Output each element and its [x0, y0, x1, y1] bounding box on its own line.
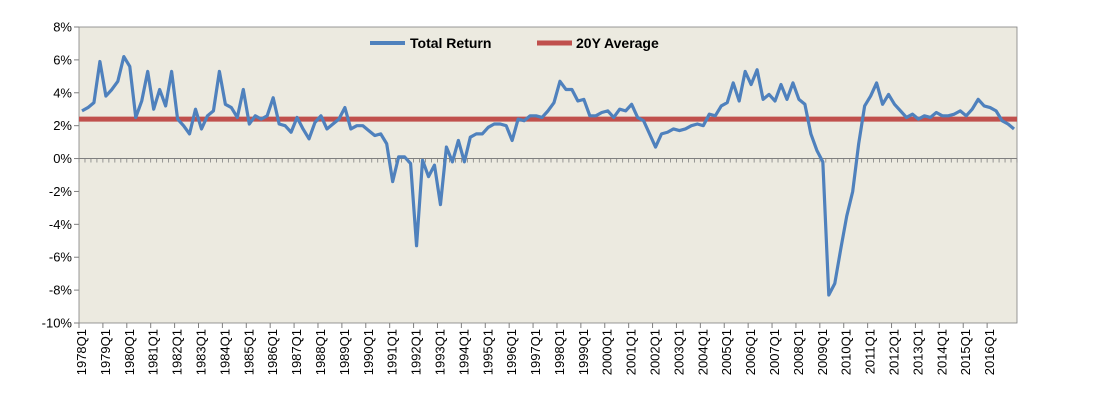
x-tick-label: 2015Q1: [958, 329, 973, 375]
y-tick-label: 0%: [53, 151, 72, 166]
x-tick-label: 1991Q1: [385, 329, 400, 375]
x-tick-label: 2000Q1: [600, 329, 615, 375]
y-tick-label: -10%: [42, 316, 73, 331]
y-tick-label: -4%: [49, 217, 73, 232]
x-tick-label: 1988Q1: [313, 329, 328, 375]
legend-label-20y-average: 20Y Average: [576, 35, 659, 51]
x-tick-label: 1987Q1: [289, 329, 304, 375]
y-tick-label: -2%: [49, 184, 73, 199]
x-tick-label: 2006Q1: [743, 329, 758, 375]
x-tick-label: 1994Q1: [456, 329, 471, 375]
y-tick-label: 4%: [53, 85, 72, 100]
x-tick-label: 2009Q1: [815, 329, 830, 375]
x-tick-label: 2013Q1: [910, 329, 925, 375]
x-tick-label: 1985Q1: [241, 329, 256, 375]
x-tick-label: 2003Q1: [671, 329, 686, 375]
x-tick-label: 2010Q1: [839, 329, 854, 375]
legend: Total Return 20Y Average: [370, 35, 659, 51]
x-tick-label: 1980Q1: [122, 329, 137, 375]
x-tick-label: 2012Q1: [887, 329, 902, 375]
x-tick-label: 1993Q1: [432, 329, 447, 375]
x-tick-label: 1992Q1: [409, 329, 424, 375]
x-tick-label: 2014Q1: [934, 329, 949, 375]
y-tick-label: 6%: [53, 52, 72, 67]
y-tick-label: -6%: [49, 250, 73, 265]
x-tick-label: 2016Q1: [982, 329, 997, 375]
x-tick-label: 1978Q1: [74, 329, 89, 375]
legend-label-total-return: Total Return: [410, 35, 491, 51]
y-tick-label: 8%: [53, 20, 72, 35]
x-tick-label: 1983Q1: [193, 329, 208, 375]
x-tick-label: 1982Q1: [170, 329, 185, 375]
x-tick-label: 1998Q1: [552, 329, 567, 375]
x-tick-label: 1997Q1: [528, 329, 543, 375]
y-tick-label: -8%: [49, 283, 73, 298]
x-tick-label: 2005Q1: [719, 329, 734, 375]
x-tick-label: 1996Q1: [504, 329, 519, 375]
x-tick-label: 1990Q1: [361, 329, 376, 375]
plot-border: [78, 26, 1018, 324]
plot-area: [79, 27, 1017, 323]
x-tick-label: 2001Q1: [624, 329, 639, 375]
x-tick-label: 2008Q1: [791, 329, 806, 375]
x-tick-label: 1999Q1: [576, 329, 591, 375]
x-tick-label: 1995Q1: [480, 329, 495, 375]
x-tick-label: 1986Q1: [265, 329, 280, 375]
x-tick-label: 1981Q1: [146, 329, 161, 375]
x-tick-label: 2007Q1: [767, 329, 782, 375]
x-tick-label: 2004Q1: [695, 329, 710, 375]
x-tick-label: 1989Q1: [337, 329, 352, 375]
x-tick-label: 2002Q1: [648, 329, 663, 375]
y-tick-label: 2%: [53, 118, 72, 133]
x-tick-label: 1979Q1: [98, 329, 113, 375]
x-tick-label: 2011Q1: [863, 329, 878, 374]
x-tick-label: 1984Q1: [217, 329, 232, 375]
